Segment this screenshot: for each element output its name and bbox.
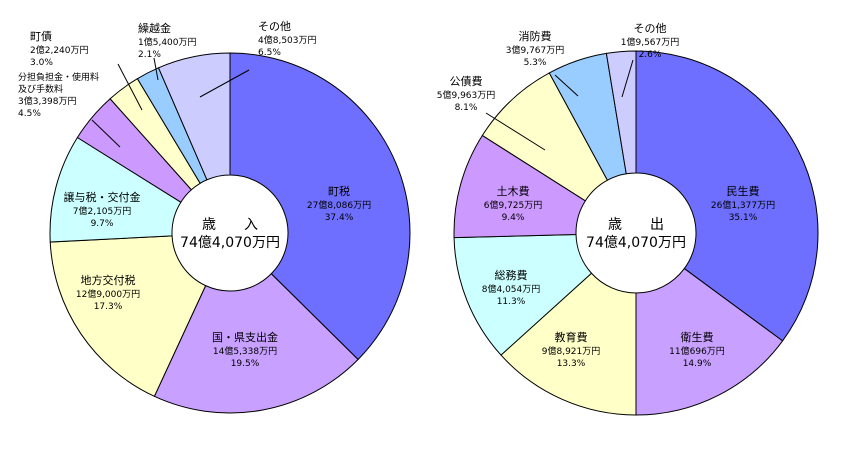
leader-line-0-4: [91, 119, 121, 148]
slice-name-1-1: 衛生費: [681, 330, 714, 344]
slice-amount-0-3: 7億2,105万円: [73, 205, 132, 217]
slice-amount-0-7: 4億8,503万円: [258, 34, 317, 46]
slice-pct-0-3: 9.7%: [91, 219, 114, 229]
slice-amount-0-4: 3億3,398万円: [18, 95, 77, 107]
leader-line-0-5: [117, 63, 143, 111]
slice-name-1-5: 公債費: [450, 74, 483, 88]
slice-pct-1-1: 14.9%: [683, 359, 712, 369]
slice-pct-0-5: 3.0%: [30, 58, 53, 68]
slice-amount-0-5: 2億2,240万円: [30, 44, 89, 56]
slice-name-1-4: 土木費: [497, 184, 530, 198]
slice-name-1-6: 消防費: [519, 29, 552, 43]
slice-pct-0-0: 37.4%: [325, 213, 354, 223]
slice-name-0-4-1: 及び手数料: [18, 83, 63, 95]
slice-0-0: [229, 52, 411, 361]
slice-pct-0-2: 17.3%: [94, 302, 123, 312]
slice-1-1: [635, 267, 784, 416]
slice-pct-1-0: 35.1%: [729, 213, 758, 223]
slice-name-0-2: 地方交付税: [81, 273, 136, 287]
slice-name-0-7: その他: [258, 20, 291, 33]
slice-name-0-4: 分担負担金・使用料: [18, 71, 99, 83]
center-title-1: 歳 出: [608, 217, 664, 233]
slice-amount-0-6: 1億5,400万円: [138, 36, 197, 48]
slice-0-7: [157, 52, 231, 181]
slice-amount-1-3: 8億4,054万円: [482, 283, 541, 295]
slice-name-1-7: その他: [634, 22, 667, 35]
leader-line-0-7: [199, 69, 250, 98]
slice-amount-1-5: 5億9,963万円: [437, 89, 496, 101]
slice-pct-0-7: 6.5%: [258, 48, 281, 58]
leader-line-1-7: [621, 59, 634, 98]
slice-name-1-2: 教育費: [555, 330, 588, 344]
slice-pct-0-1: 19.5%: [231, 359, 260, 369]
center-total-1: 74億4,070万円: [586, 235, 686, 251]
slice-amount-0-2: 12億9,000万円: [76, 288, 140, 300]
slice-name-0-5: 町債: [30, 29, 52, 43]
leader-line-1-5: [485, 112, 546, 151]
slice-0-1: [153, 273, 359, 414]
slice-amount-1-0: 26億1,377万円: [711, 199, 775, 211]
slice-pct-1-7: 2.6%: [639, 50, 662, 60]
slice-amount-1-6: 3億9,767万円: [506, 44, 565, 56]
slice-name-1-3: 総務費: [495, 268, 528, 282]
slice-pct-1-5: 8.1%: [455, 103, 478, 113]
slice-pct-1-6: 5.3%: [524, 58, 547, 68]
slice-1-0: [635, 50, 819, 342]
slice-amount-1-2: 9億8,921万円: [542, 345, 601, 357]
slice-1-2: [500, 272, 637, 416]
slice-1-3: [453, 233, 593, 356]
slice-amount-1-7: 1億9,567万円: [621, 36, 680, 48]
slice-name-1-0: 民生費: [727, 184, 760, 198]
slice-0-2: [49, 235, 207, 398]
slice-name-0-1: 国・県支出金: [212, 330, 278, 344]
leader-line-0-6: [153, 57, 159, 81]
slice-name-0-6: 繰越金: [138, 21, 171, 35]
slice-pct-1-3: 11.3%: [497, 297, 526, 307]
slice-pct-1-4: 9.4%: [502, 213, 525, 223]
center-title-0: 歳 入: [202, 217, 258, 233]
slice-amount-0-1: 14億5,338万円: [213, 345, 277, 357]
slice-name-0-0: 町税: [328, 184, 350, 198]
slice-amount-0-0: 27億8,086万円: [307, 199, 371, 211]
slice-pct-1-2: 13.3%: [557, 359, 586, 369]
leader-line-1-6: [554, 74, 579, 97]
center-total-0: 74億4,070万円: [180, 235, 280, 251]
slice-pct-0-6: 2.1%: [138, 50, 161, 60]
slice-amount-1-4: 6億9,725万円: [484, 199, 543, 211]
slice-pct-0-4: 4.5%: [18, 109, 41, 119]
slice-1-7: [605, 50, 637, 175]
slice-name-0-3: 譲与税・交付金: [64, 190, 141, 204]
slice-amount-1-1: 11億696万円: [669, 345, 725, 357]
